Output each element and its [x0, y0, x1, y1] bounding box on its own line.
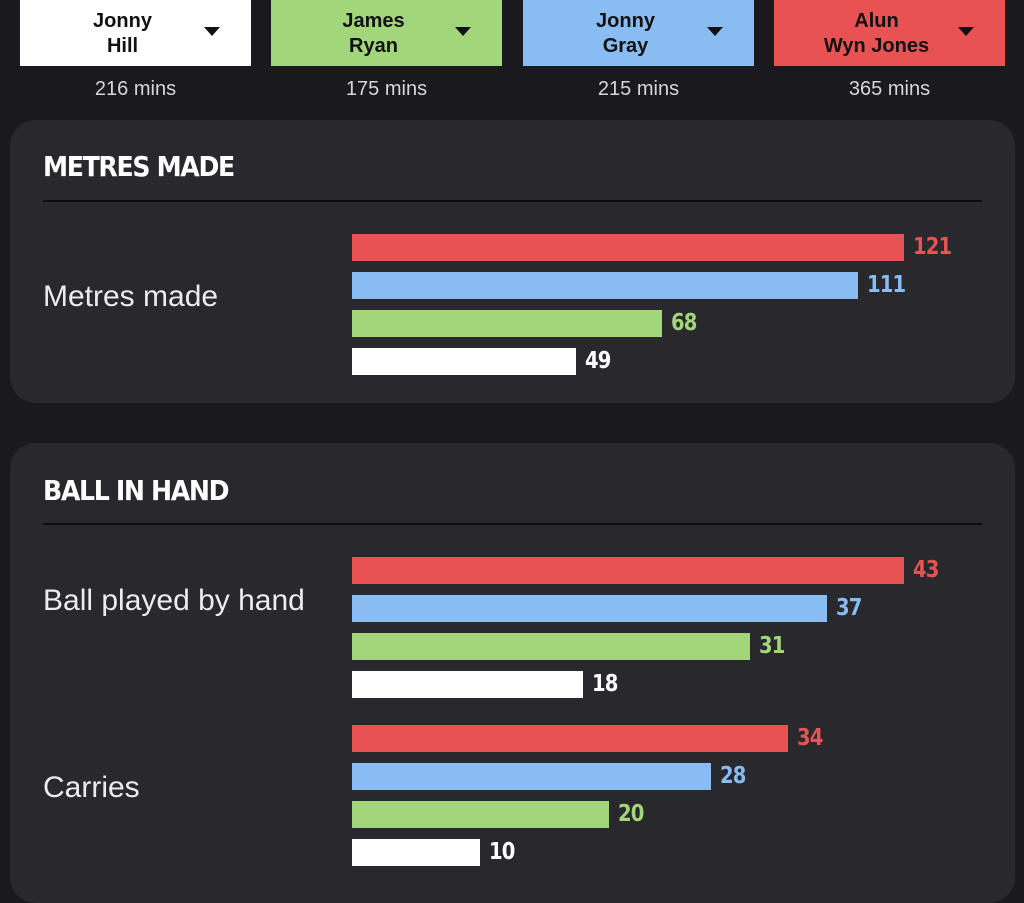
player-last-name: Hill — [106, 35, 139, 57]
bar-value-carries-james-ryan: 20 — [618, 801, 644, 827]
bar-carries-jonny-hill — [352, 839, 480, 866]
player-name: Jonny Hill — [20, 9, 225, 59]
player-minutes: 365 mins — [848, 78, 931, 100]
section-divider — [43, 523, 982, 525]
bar-metres-made-jonny-hill — [352, 348, 576, 375]
player-last-name: Gray — [602, 35, 649, 57]
bar-value-metres-made-jonny-gray: 111 — [867, 272, 906, 298]
player-first-name: James — [342, 10, 405, 32]
bar-value-metres-made-james-ryan: 68 — [671, 310, 697, 336]
bar-carries-james-ryan — [352, 801, 609, 828]
bar-carries-jonny-gray — [352, 763, 711, 790]
chevron-down-icon[interactable] — [707, 27, 723, 36]
bar-metres-made-alun-wyn-jones — [352, 234, 904, 261]
bar-value-ball-played-by-hand-jonny-gray: 37 — [836, 595, 862, 621]
player-minutes: 175 mins — [345, 78, 428, 100]
player-last-name: Ryan — [349, 35, 398, 57]
bar-ball-played-by-hand-jonny-hill — [352, 671, 583, 698]
bar-value-carries-jonny-gray: 28 — [720, 763, 746, 789]
section-title: BALL IN HAND — [43, 474, 230, 507]
player-selector-4[interactable]: Alun Wyn Jones — [774, 0, 1005, 66]
player-selector-3[interactable]: Jonny Gray — [523, 0, 754, 66]
player-first-name: Jonny — [596, 10, 655, 32]
bar-metres-made-jonny-gray — [352, 272, 858, 299]
bar-metres-made-james-ryan — [352, 310, 662, 337]
bar-ball-played-by-hand-jonny-gray — [352, 595, 827, 622]
player-selector-1[interactable]: Jonny Hill — [20, 0, 251, 66]
section-title: METRES MADE — [43, 150, 235, 183]
player-minutes: 216 mins — [94, 78, 177, 100]
bar-ball-played-by-hand-james-ryan — [352, 633, 750, 660]
player-minutes: 215 mins — [597, 78, 680, 100]
player-name: Alun Wyn Jones — [774, 9, 979, 59]
stat-label-metres-made: Metres made — [43, 280, 219, 313]
bar-value-carries-alun-wyn-jones: 34 — [797, 725, 823, 751]
section-divider — [43, 200, 982, 202]
bar-value-metres-made-jonny-hill: 49 — [585, 348, 611, 374]
bar-value-carries-jonny-hill: 10 — [489, 839, 515, 865]
bar-value-ball-played-by-hand-alun-wyn-jones: 43 — [913, 557, 939, 583]
bar-carries-alun-wyn-jones — [352, 725, 788, 752]
player-last-name: Wyn Jones — [823, 35, 930, 57]
player-name: Jonny Gray — [523, 9, 728, 59]
player-first-name: Alun — [854, 10, 899, 32]
stat-label-carries: Carries — [43, 771, 140, 804]
player-selector-2[interactable]: James Ryan — [271, 0, 502, 66]
stat-label-ball-played-by-hand: Ball played by hand — [43, 584, 305, 617]
chevron-down-icon[interactable] — [455, 27, 471, 36]
bar-value-ball-played-by-hand-jonny-hill: 18 — [592, 671, 618, 697]
player-name: James Ryan — [271, 9, 476, 59]
player-first-name: Jonny — [93, 10, 152, 32]
chevron-down-icon[interactable] — [204, 27, 220, 36]
bar-ball-played-by-hand-alun-wyn-jones — [352, 557, 904, 584]
bar-value-ball-played-by-hand-james-ryan: 31 — [759, 633, 785, 659]
bar-value-metres-made-alun-wyn-jones: 121 — [913, 234, 952, 260]
chevron-down-icon[interactable] — [958, 27, 974, 36]
